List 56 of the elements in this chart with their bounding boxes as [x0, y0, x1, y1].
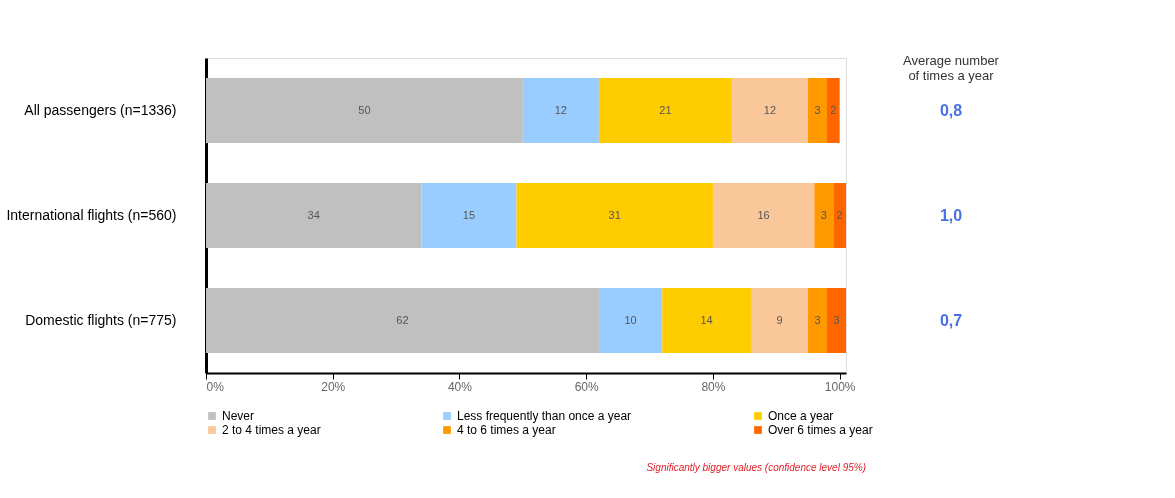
bar: [206, 182, 422, 249]
text: Significantly bigger values (confidence level 95%): [646, 462, 866, 473]
x-tick-label: 0%: [206, 379, 225, 394]
data-label: 34: [307, 208, 320, 221]
legend-label: 2 to 4 times a year: [222, 423, 321, 437]
bar: [826, 77, 840, 144]
bar: [421, 182, 517, 249]
x-tick-label: 60%: [574, 379, 600, 394]
text: Average number of times a year: [903, 53, 1000, 83]
bar: [206, 287, 599, 354]
y-tick-label: International flights (n=560): [6, 206, 177, 223]
legend-label: Once a year: [768, 409, 834, 423]
text: 0,8: [939, 101, 963, 119]
data-label: 62: [396, 313, 409, 326]
data-label: 2: [836, 208, 843, 221]
bar: [807, 77, 827, 144]
x-tick-label: 80%: [701, 379, 726, 394]
bar: [814, 182, 834, 249]
bar: [826, 287, 846, 354]
y-tick-label: Domestic flights (n=775): [25, 311, 177, 328]
data-label: 14: [700, 313, 713, 326]
data-label: 2: [830, 103, 837, 116]
data-label: 9: [776, 313, 783, 326]
bar: [750, 287, 808, 354]
legend-label: Over 6 times a year: [768, 423, 873, 437]
bar: [807, 287, 827, 354]
legend-label: 4 to 6 times a year: [457, 423, 556, 437]
data-label: 3: [814, 313, 821, 326]
data-label: 3: [814, 103, 821, 116]
bar: [598, 77, 732, 144]
legend-label: Less frequently than once a year: [457, 409, 632, 423]
data-label: 16: [757, 208, 770, 221]
x-tick-label: 20%: [321, 379, 346, 394]
data-label: 50: [358, 103, 371, 116]
data-label: 3: [833, 313, 840, 326]
data-label: 10: [624, 313, 637, 326]
bar: [712, 182, 815, 249]
y-tick-label: All passengers (n=1336): [24, 101, 177, 118]
data-label: 3: [820, 208, 827, 221]
legend-label: Never: [222, 409, 255, 423]
data-label: 12: [763, 103, 777, 116]
data-label: 21: [659, 103, 672, 116]
data-label: 15: [462, 208, 476, 221]
data-label: 31: [608, 208, 621, 221]
bar: [516, 182, 713, 249]
text: 1,0: [939, 206, 963, 224]
bar: [522, 77, 599, 144]
bar: [662, 287, 751, 354]
data-label: 12: [554, 103, 567, 116]
x-tick-label: 40%: [447, 379, 473, 394]
bar: [833, 182, 846, 249]
text: 0,7: [939, 311, 963, 329]
bar: [206, 77, 523, 144]
bar: [731, 77, 808, 144]
x-tick-label: 100%: [824, 379, 856, 394]
bar: [598, 287, 663, 354]
